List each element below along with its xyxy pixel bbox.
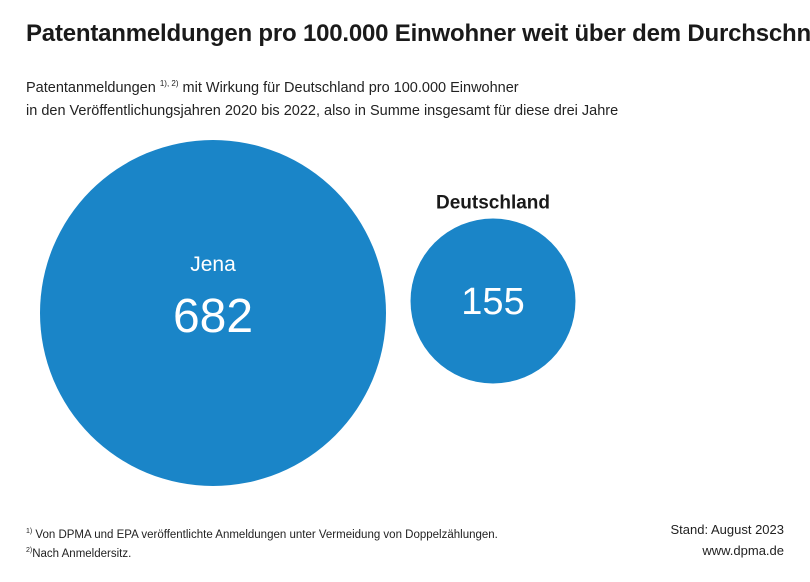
source-info: Stand: August 2023 www.dpma.de bbox=[671, 519, 784, 561]
stand-date: Stand: August 2023 bbox=[671, 519, 784, 540]
source-url: www.dpma.de bbox=[671, 540, 784, 561]
footnote-1-text: Von DPMA und EPA veröffentlichte Anmeldu… bbox=[32, 529, 498, 541]
footnote-1: 1) Von DPMA und EPA veröffentlichte Anme… bbox=[26, 524, 498, 543]
footnote-2: 2)Nach Anmeldersitz. bbox=[26, 543, 498, 562]
footnote-2-text: Nach Anmeldersitz. bbox=[32, 548, 131, 560]
footnotes: 1) Von DPMA und EPA veröffentlichte Anme… bbox=[26, 524, 498, 562]
bubble-value-deutschland: 155 bbox=[461, 281, 524, 323]
bubble-chart: Jena 682 Deutschland 155 bbox=[0, 0, 810, 582]
bubble-label-deutschland: Deutschland bbox=[436, 193, 550, 214]
bubble-label-jena: Jena bbox=[190, 253, 236, 276]
bubble-value-jena: 682 bbox=[173, 290, 253, 343]
